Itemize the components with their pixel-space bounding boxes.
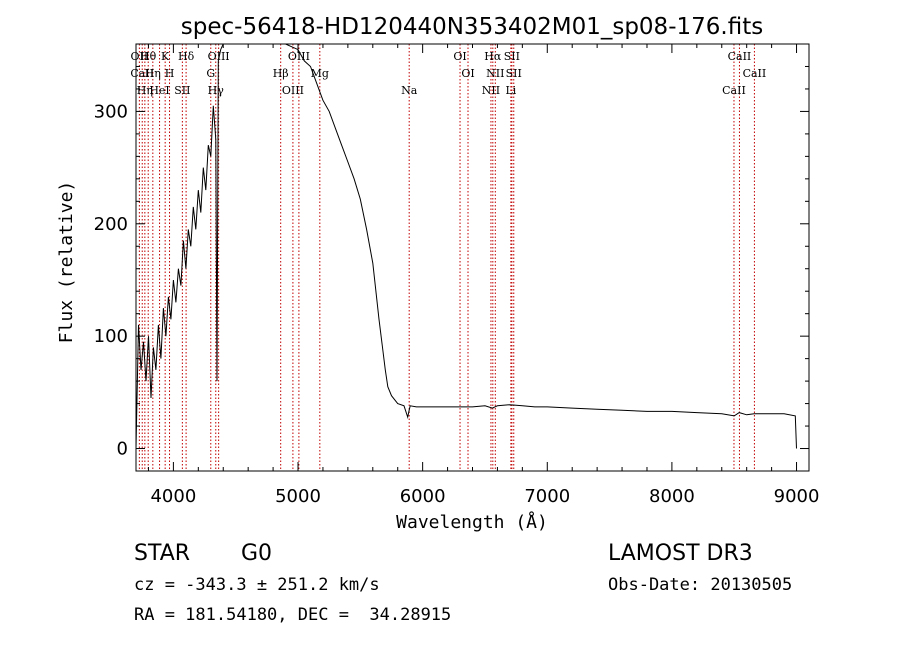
spectral-line-label: OI <box>461 67 474 80</box>
x-tick-label: 5000 <box>275 486 321 507</box>
spectral-line-label: OI <box>453 50 466 63</box>
spectral-line-label: SII <box>174 84 190 97</box>
spectral-line-label: Hβ <box>273 67 289 80</box>
class-label: STAR <box>134 541 190 566</box>
obs-date-readout: Obs-Date: 20130505 <box>608 575 792 595</box>
flux-series-line <box>135 43 797 449</box>
y-axis: 0 100 200 300 <box>94 43 809 472</box>
y-axis-label: Flux (relative) <box>56 181 77 344</box>
y-tick-label: 300 <box>94 101 128 122</box>
coordinates-readout: RA = 181.54180, DEC = 34.28915 <box>134 605 451 625</box>
spectral-line-label: Na <box>401 84 418 97</box>
spectral-line-label: Hα <box>484 50 502 63</box>
spectral-line-label: NII <box>482 84 500 97</box>
redshift-readout: cz = -343.3 ± 251.2 km/s <box>134 575 380 595</box>
x-axis-label: Wavelength (Å) <box>396 511 548 533</box>
survey-label: LAMOST DR3 <box>608 541 753 566</box>
x-tick-label: 6000 <box>400 486 446 507</box>
spectral-line-label: SII <box>504 50 520 63</box>
spectral-line-label: Hδ <box>178 50 195 63</box>
x-tick-label: 7000 <box>524 486 570 507</box>
spectral-line-label: Mg <box>311 67 329 80</box>
spectral-line-label: CaII <box>722 84 746 97</box>
spectral-line-label: G <box>206 67 215 80</box>
spectral-line-markers <box>138 44 755 471</box>
spectral-line-label: Hθ <box>140 50 157 63</box>
spectral-line-label: OIII <box>282 84 304 97</box>
x-tick-label: 8000 <box>649 486 695 507</box>
spectral-line-label: K <box>161 50 170 63</box>
spectral-line-label: CaII <box>743 67 767 80</box>
subclass-label: G0 <box>241 541 272 566</box>
spectral-line-label: Hη <box>137 84 153 97</box>
x-tick-label: 4000 <box>150 486 196 507</box>
spectral-line-label: Li <box>505 84 516 97</box>
spectral-line-label: H <box>165 67 175 80</box>
spectral-line-label: HeI <box>149 84 169 97</box>
spectral-line-label: OIII <box>208 50 230 63</box>
x-tick-label: 9000 <box>774 486 820 507</box>
spectral-line-label: OIII <box>288 50 310 63</box>
y-tick-label: 200 <box>94 214 128 235</box>
spectral-line-labels: OIICaIIHηHθHηHeIKHSIIHδGHγOIIIHβOIIIOIII… <box>130 50 766 97</box>
y-tick-label: 100 <box>94 326 128 347</box>
x-axis: 4000 5000 6000 7000 8000 9000 <box>147 44 820 507</box>
spectral-line-label: Hη <box>145 67 161 80</box>
spectral-line-label: NII <box>486 67 504 80</box>
spectral-line-label: Hγ <box>208 84 225 97</box>
spectral-line-label: SII <box>506 67 522 80</box>
spectral-line-label: OII <box>131 50 149 63</box>
y-tick-label: 0 <box>117 439 128 460</box>
chart-title: spec-56418-HD120440N353402M01_sp08-176.f… <box>181 14 763 40</box>
spectral-line-label: CaII <box>728 50 752 63</box>
